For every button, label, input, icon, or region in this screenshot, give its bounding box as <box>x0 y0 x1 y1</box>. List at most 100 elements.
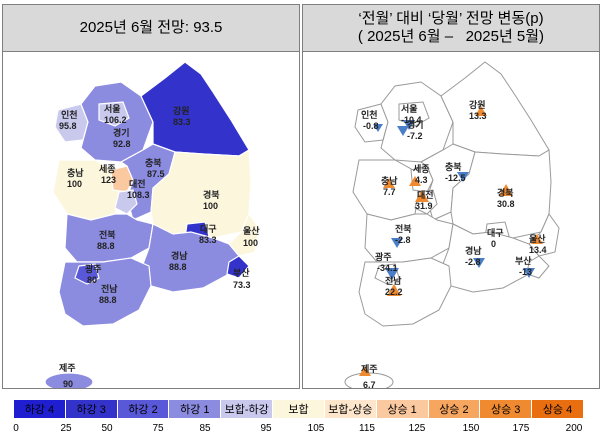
label-gangwon-name: 강원 <box>173 105 190 116</box>
change-gangwon-name: 강원 <box>469 99 486 110</box>
change-gangwon-value: 13.3 <box>469 111 487 121</box>
label-gyeonggi-name: 경기 <box>113 127 130 138</box>
legend-cell-fall-4: 하강 4 <box>14 400 66 418</box>
change-incheon-value: -0.8 <box>363 121 379 131</box>
change-jeju-value: 6.7 <box>363 380 376 388</box>
change-daegu-name: 대구 <box>487 227 504 238</box>
legend-cell-fall-1: 하강 1 <box>169 400 222 418</box>
region-jeju[interactable] <box>44 372 94 388</box>
legend-cell-rise-2: 상승 2 <box>428 400 481 418</box>
label-gyeongbuk-value: 100 <box>203 201 218 211</box>
legend-cell-flat: 보합 <box>273 400 325 418</box>
label-jeonbuk-value: 88.8 <box>97 241 115 251</box>
change-gyeongbuk-value: 30.8 <box>497 199 515 209</box>
change-jeju-name: 제주 <box>361 363 378 374</box>
change-sejong-name: 세종 <box>413 163 430 174</box>
label-chungnam-name: 충남 <box>67 167 84 178</box>
change-gwangju-name: 광주 <box>375 251 392 262</box>
legend-label: 보합 <box>288 404 309 416</box>
right-panel-title: ‘전월’ 대비 ‘당월’ 전망 변동(p) ( 2025년 6월 – 2025년… <box>303 5 599 52</box>
arrow-down-icon-incheon <box>373 124 383 132</box>
label-daegu-value: 83.3 <box>199 235 217 245</box>
label-busan-name: 부산 <box>233 267 250 278</box>
legend-label: 상승 3 <box>491 404 521 416</box>
label-incheon-value: 95.8 <box>59 121 77 131</box>
left-panel-title-text: 2025년 6월 전망: 93.5 <box>79 19 223 36</box>
label-daegu-name: 대구 <box>200 223 217 234</box>
label-gangwon-value: 83.3 <box>173 117 191 127</box>
label-ulsan-name: 울산 <box>243 225 260 236</box>
arrow-up-icon-gangwon <box>475 106 487 116</box>
label-sejong-value: 123 <box>101 175 116 185</box>
left-map-panel: 2025년 6월 전망: 93.5 <box>2 4 300 389</box>
label-chungbuk-value: 87.5 <box>147 169 165 179</box>
change-chungbuk-name: 충북 <box>445 161 462 172</box>
tick-label: 0 <box>13 423 19 434</box>
legend-label: 상승 2 <box>439 404 469 416</box>
region-busan[interactable] <box>226 255 250 279</box>
left-panel-title: 2025년 6월 전망: 93.5 <box>3 5 299 52</box>
region-sejong[interactable] <box>110 165 134 193</box>
change-daejeon-name: 대전 <box>417 189 434 200</box>
label-gwangju-value: 80 <box>87 275 97 285</box>
change-jeonnam-value: 22.2 <box>385 287 403 297</box>
legend-label: 보합-하강 <box>224 404 269 416</box>
change-gyeongnam-value: -2.8 <box>465 257 481 267</box>
arrow-down-icon-gyeonggi <box>397 126 409 136</box>
arrow-down-icon-jeonbuk <box>391 238 403 248</box>
color-scale-legend: 하강 4 하강 3 하강 2 하강 1 보합-하강 보합 보합-상승 상승 1 … <box>14 400 584 418</box>
change-seoul-name: 서울 <box>401 103 418 114</box>
legend-cell-flat-fall: 보합-하강 <box>221 400 274 418</box>
right-panel-title-line1: ‘전월’ 대비 ‘당월’ 전망 변동(p) <box>358 10 544 27</box>
legend-cell-flat-rise: 보합-상승 <box>324 400 377 418</box>
tick-label: 125 <box>408 423 426 434</box>
arrow-down-icon-gwangju <box>385 268 399 280</box>
label-gyeongnam-name: 경남 <box>171 250 188 261</box>
region-gangwon[interactable] <box>140 61 250 157</box>
arrow-down-icon-chungbuk <box>457 172 469 182</box>
label-jeonnam-name: 전남 <box>101 283 118 294</box>
change-chungnam-value: 7.7 <box>383 187 396 197</box>
label-daejeon-value: 108.3 <box>127 190 150 200</box>
change-gyeongnam-name: 경남 <box>465 245 482 256</box>
legend-cell-rise-4: 상승 4 <box>532 400 584 418</box>
arrow-up-icon-jeju <box>359 366 371 376</box>
legend-label: 하강 1 <box>180 404 210 416</box>
arrow-down-icon-gyeongnam <box>473 258 485 268</box>
label-jeju-name: 제주 <box>59 362 76 373</box>
arrow-down-icon-busan <box>523 268 535 278</box>
left-choropleth-map: 서울 106.2 인천 95.8 경기 92.8 강원 83.3 충북 87.5… <box>44 61 260 388</box>
change-ulsan-name: 울산 <box>529 233 546 244</box>
legend-cell-rise-1: 상승 1 <box>376 400 429 418</box>
label-chungbuk-name: 충북 <box>145 157 162 168</box>
right-change-map: 서울 -10.4 인천 -0.8 경기 -7.2 강원 13.3 충북 -12.… <box>344 61 560 388</box>
legend-label: 하강 4 <box>24 404 55 416</box>
arrow-up-icon-daejeon <box>415 190 429 202</box>
label-incheon-name: 인천 <box>61 110 78 120</box>
right-panel-title-line2: ( 2025년 6월 – 2025년 5월) <box>357 28 545 45</box>
arrow-up-icon-sejong <box>409 176 421 186</box>
tick-label: 175 <box>512 423 530 434</box>
label-jeju-value: 90 <box>63 379 73 388</box>
change-jeonbuk-value: -2.8 <box>395 235 411 245</box>
label-jeonbuk-name: 전북 <box>99 229 116 240</box>
label-daejeon-name: 대전 <box>129 178 146 189</box>
region-daejeon[interactable] <box>114 189 138 215</box>
change-ulsan-value: 13.4 <box>529 245 547 255</box>
arrow-up-icon-gyeongbuk <box>499 184 513 196</box>
legend-label: 하강 3 <box>76 404 106 416</box>
region-gwangju[interactable] <box>74 263 100 285</box>
right-map-panel: ‘전월’ 대비 ‘당월’ 전망 변동(p) ( 2025년 6월 – 2025년… <box>302 4 600 389</box>
label-busan-value: 73.3 <box>233 280 251 290</box>
label-ulsan-value: 100 <box>243 238 258 248</box>
tick-label: 105 <box>307 423 325 434</box>
label-gyeongnam-value: 88.8 <box>169 262 187 272</box>
legend-label: 상승 4 <box>542 404 573 416</box>
label-gwangju-name: 광주 <box>85 263 102 274</box>
change-incheon-name: 인천 <box>361 110 378 120</box>
label-chungnam-value: 100 <box>67 179 82 189</box>
change-seoul-value: -10.4 <box>401 115 422 125</box>
legend-label: 하강 2 <box>128 404 158 416</box>
region-seoul[interactable] <box>98 101 130 127</box>
legend-cell-fall-2: 하강 2 <box>117 400 170 418</box>
